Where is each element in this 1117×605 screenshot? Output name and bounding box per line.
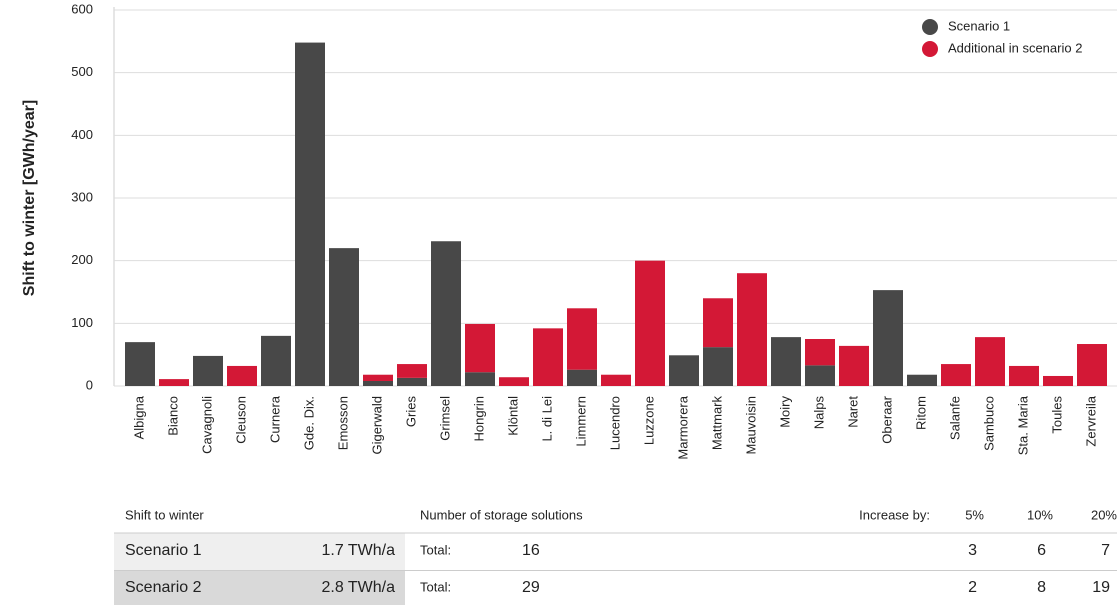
bar-segment (125, 342, 155, 386)
y-tick-label: 0 (86, 377, 93, 392)
bar-segment (805, 339, 835, 366)
y-tick-label: 100 (71, 315, 93, 330)
bar-segment (465, 372, 495, 386)
x-tick-label: Klöntal (505, 396, 520, 436)
row-name: Scenario 1 (125, 542, 202, 559)
row-bg (114, 571, 405, 605)
x-tick-label: Curnera (267, 395, 282, 443)
bar-segment (703, 298, 733, 348)
bar-segment (839, 345, 869, 386)
x-tick-label: Mauvoisin (743, 396, 758, 455)
x-tick-label: Luzzone (641, 396, 656, 445)
x-tick-label: L. di Lei (539, 396, 554, 442)
x-tick-label: Nalps (811, 396, 826, 430)
row-total-label: Total: (420, 579, 451, 594)
x-tick-label: Marmorera (675, 395, 690, 459)
x-tick-label: Toules (1049, 396, 1064, 434)
x-tick-label: Gde. Dix. (301, 396, 316, 450)
bar-segment (669, 355, 699, 386)
row-increase: 6 (1037, 542, 1046, 559)
row-increase: 19 (1092, 579, 1110, 596)
x-tick-label: Oberaar (879, 395, 894, 443)
bar-segment (805, 365, 835, 386)
bar-segment (431, 241, 461, 386)
row-total: 16 (522, 542, 540, 559)
x-tick-label: Gries (403, 396, 418, 428)
bar-segment (1077, 344, 1107, 386)
x-tick-label: Grimsel (437, 396, 452, 441)
bar-segment (193, 355, 223, 386)
row-increase: 2 (968, 579, 977, 596)
bar-segment (363, 380, 393, 386)
bar-segment (397, 377, 427, 386)
x-tick-label: Gigerwald (369, 396, 384, 455)
bar-segment (1009, 365, 1039, 386)
bar-segment (227, 365, 257, 386)
bar-segment (737, 273, 767, 386)
bar-segment (295, 42, 325, 386)
table-header: 10% (1027, 507, 1053, 522)
x-tick-label: Salanfe (947, 396, 962, 440)
bar-segment (533, 328, 563, 386)
row-name: Scenario 2 (125, 579, 202, 596)
row-shift: 1.7 TWh/a (321, 542, 395, 559)
x-tick-label: Moiry (777, 396, 792, 428)
x-tick-label: Bianco (165, 396, 180, 436)
x-tick-label: Mattmark (709, 396, 724, 451)
y-tick-label: 400 (71, 127, 93, 142)
row-increase: 8 (1037, 579, 1046, 596)
bar-segment (975, 337, 1005, 386)
y-tick-label: 300 (71, 189, 93, 204)
bar-segment (635, 260, 665, 386)
bar-segment (567, 369, 597, 386)
bar-segment (567, 308, 597, 370)
bar-segment (363, 374, 393, 381)
x-tick-label: Limmern (573, 396, 588, 447)
bar-segment (499, 377, 529, 386)
row-increase: 3 (968, 542, 977, 559)
table-header: 5% (965, 507, 984, 522)
y-tick-label: 600 (71, 1, 93, 16)
bar-segment (159, 379, 189, 386)
legend-label: Scenario 1 (948, 18, 1010, 33)
x-tick-label: Sambuco (981, 396, 996, 451)
x-tick-label: Naret (845, 396, 860, 428)
bar-segment (397, 364, 427, 378)
y-tick-label: 200 (71, 252, 93, 267)
legend-marker (922, 41, 938, 57)
bar-segment (873, 290, 903, 386)
bar-segment (703, 347, 733, 386)
row-bg (114, 533, 405, 570)
x-tick-label: Albigna (131, 395, 146, 439)
bar-segment (261, 335, 291, 386)
table-header: Increase by: (859, 507, 930, 522)
x-tick-label: Sta. Maria (1015, 395, 1030, 455)
x-tick-label: Cleuson (233, 396, 248, 444)
y-axis-label: Shift to winter [GWh/year] (21, 100, 38, 296)
x-tick-label: Lucendro (607, 396, 622, 450)
row-shift: 2.8 TWh/a (321, 579, 395, 596)
row-total-label: Total: (420, 542, 451, 557)
bar-segment (771, 337, 801, 386)
bar-segment (601, 374, 631, 386)
x-tick-label: Cavagnoli (199, 396, 214, 454)
bar-segment (1043, 375, 1073, 386)
bar-segment (329, 248, 359, 386)
table-header: 20% (1091, 507, 1117, 522)
x-tick-label: Emosson (335, 396, 350, 450)
row-total: 29 (522, 579, 540, 596)
bar-segment (907, 374, 937, 386)
legend-marker (922, 19, 938, 35)
y-tick-label: 500 (71, 64, 93, 79)
table-header: Shift to winter (125, 507, 204, 522)
bar-segment (465, 323, 495, 373)
bar-segment (941, 364, 971, 386)
table-header: Number of storage solutions (420, 507, 583, 522)
x-tick-label: Ritom (913, 396, 928, 430)
legend-label: Additional in scenario 2 (948, 40, 1082, 55)
x-tick-label: Hongrin (471, 396, 486, 442)
row-increase: 7 (1101, 542, 1110, 559)
x-tick-label: Zervreila (1083, 395, 1098, 446)
